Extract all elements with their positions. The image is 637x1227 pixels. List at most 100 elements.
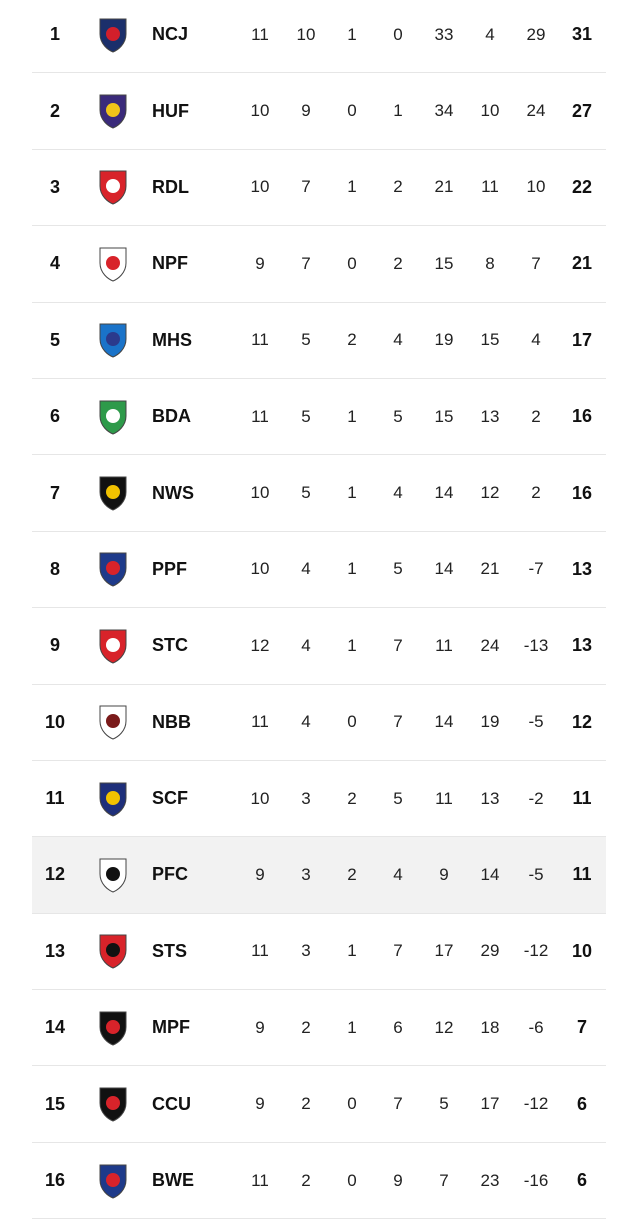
- stat-gf: 12: [434, 1017, 454, 1037]
- stat-gf: 17: [434, 941, 454, 961]
- stat-l: 4: [393, 483, 403, 503]
- stat-l: 6: [393, 1017, 403, 1037]
- stat-w: 10: [296, 24, 316, 44]
- position: 7: [49, 482, 60, 503]
- stat-gd: 7: [531, 253, 541, 273]
- stat-w: 4: [301, 635, 311, 655]
- table-row[interactable]: 3 RDL 10 7 1 2 21 11 10 22: [32, 150, 606, 227]
- table-row[interactable]: 5 MHS 11 5 2 4 19 15 4 17: [32, 303, 606, 379]
- team-name[interactable]: MPF: [152, 1017, 190, 1038]
- scf-crest-icon: [92, 761, 134, 836]
- ppf-crest-icon: [92, 532, 134, 607]
- stat-gd: -16: [523, 1170, 549, 1190]
- stat-w: 2: [301, 1170, 311, 1190]
- npf-crest-icon: [92, 226, 134, 301]
- stat-d: 0: [347, 253, 357, 273]
- nbb-crest-icon: [92, 685, 134, 760]
- spirit-fc-crest-icon: [92, 455, 134, 530]
- team-name[interactable]: STS: [152, 940, 188, 961]
- stat-p: 11: [251, 1170, 269, 1190]
- team-name[interactable]: NWS: [152, 482, 194, 503]
- stat-l: 9: [393, 1170, 403, 1190]
- points: 22: [571, 176, 593, 197]
- stat-w: 3: [301, 941, 311, 961]
- points: 11: [572, 864, 592, 885]
- stat-ga: 4: [485, 24, 495, 44]
- table-row[interactable]: 7 NWS 10 5 1 4 14 12 2 16: [32, 455, 606, 532]
- table-row[interactable]: 2 HUF 10 9 0 1 34 10 24 27: [32, 73, 606, 150]
- stat-l: 2: [393, 177, 403, 197]
- team-name[interactable]: NBB: [152, 711, 191, 732]
- stat-ga: 15: [480, 330, 500, 350]
- stat-d: 1: [347, 483, 357, 503]
- points: 13: [571, 558, 593, 579]
- pfc-crest-icon: [92, 837, 134, 912]
- table-row[interactable]: 1 NCJ 11 10 1 0 33 4 29 31: [32, 0, 606, 74]
- stat-w: 3: [301, 864, 311, 884]
- points: 6: [576, 1093, 587, 1114]
- position: 16: [44, 1170, 66, 1191]
- table-row[interactable]: 8 PPF 10 4 1 5 14 21 -7 13: [32, 532, 606, 609]
- stat-d: 1: [347, 406, 357, 426]
- table-row[interactable]: 12 PFC 9 3 2 4 9 14 -5 11: [32, 837, 606, 914]
- points: 12: [571, 711, 593, 732]
- stat-d: 2: [347, 864, 357, 884]
- table-row[interactable]: 9 STC 12 4 1 7 11 24 -13 13: [32, 608, 606, 685]
- stat-p: 10: [250, 101, 270, 121]
- team-name[interactable]: PPF: [152, 558, 188, 579]
- table-row[interactable]: 11 SCF 10 3 2 5 11 13 -2 11: [32, 761, 606, 838]
- stat-gd: 29: [526, 24, 546, 44]
- stat-l: 7: [393, 1094, 403, 1114]
- stat-gf: 11: [435, 788, 453, 808]
- table-row[interactable]: 4 NPF 9 7 0 2 15 8 7 21: [32, 226, 606, 303]
- table-row[interactable]: 16 BWE 11 2 0 9 7 23 -16 6: [32, 1143, 606, 1220]
- stat-w: 5: [301, 330, 311, 350]
- table-row[interactable]: 15 CCU 9 2 0 7 5 17 -12 6: [32, 1066, 606, 1143]
- team-name[interactable]: PFC: [152, 864, 188, 885]
- position: 9: [49, 635, 60, 656]
- team-name[interactable]: NCJ: [152, 24, 189, 45]
- table-row[interactable]: 6 BDA 11 5 1 5 15 13 2 16: [32, 379, 606, 456]
- points: 16: [571, 406, 593, 427]
- points: 27: [571, 100, 593, 121]
- stat-p: 11: [251, 941, 269, 961]
- team-name[interactable]: SCF: [152, 788, 188, 809]
- stat-gf: 19: [434, 330, 454, 350]
- stat-ga: 13: [480, 788, 500, 808]
- position: 11: [45, 788, 65, 809]
- team-name[interactable]: NPF: [152, 253, 188, 274]
- position: 6: [49, 406, 60, 427]
- points: 13: [571, 635, 593, 656]
- table-row[interactable]: 13 STS 11 3 1 7 17 29 -12 10: [32, 914, 606, 991]
- points: 11: [572, 788, 592, 809]
- stat-w: 9: [301, 101, 311, 121]
- stat-d: 0: [347, 101, 357, 121]
- stat-w: 3: [301, 788, 311, 808]
- points: 16: [571, 482, 593, 503]
- stat-gd: -6: [528, 1017, 544, 1037]
- team-name[interactable]: BDA: [152, 406, 191, 427]
- team-name[interactable]: HUF: [152, 100, 189, 121]
- stat-gf: 15: [434, 253, 454, 273]
- table-row[interactable]: 14 MPF 9 2 1 6 12 18 -6 7: [32, 990, 606, 1067]
- stat-ga: 12: [480, 483, 500, 503]
- stat-gd: -12: [523, 941, 549, 961]
- stat-gf: 34: [434, 101, 454, 121]
- stat-d: 1: [347, 177, 357, 197]
- stat-d: 1: [347, 559, 357, 579]
- stat-gf: 11: [435, 635, 453, 655]
- team-name[interactable]: MHS: [152, 329, 192, 350]
- stat-gd: -2: [528, 788, 544, 808]
- points: 21: [571, 253, 593, 274]
- team-name[interactable]: STC: [152, 635, 188, 656]
- team-name[interactable]: CCU: [152, 1093, 191, 1114]
- team-name[interactable]: BWE: [152, 1170, 194, 1191]
- team-name[interactable]: RDL: [152, 176, 189, 197]
- stat-l: 7: [393, 635, 403, 655]
- stat-ga: 11: [481, 177, 499, 197]
- stc-crest-icon: [92, 608, 134, 683]
- stat-w: 2: [301, 1017, 311, 1037]
- stat-p: 12: [250, 635, 270, 655]
- stat-p: 10: [250, 177, 270, 197]
- table-row[interactable]: 10 NBB 11 4 0 7 14 19 -5 12: [32, 685, 606, 761]
